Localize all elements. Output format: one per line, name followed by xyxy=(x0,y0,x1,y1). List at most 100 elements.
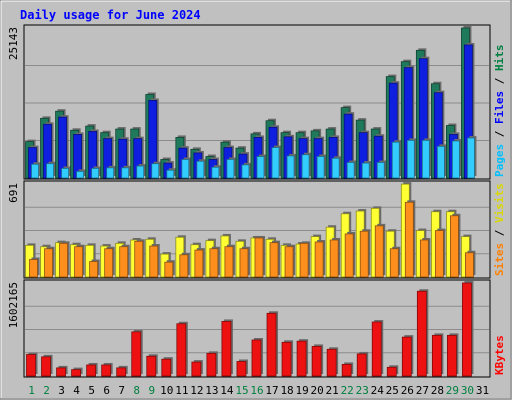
bar-sites-day-4 xyxy=(74,244,85,278)
day-label-18: 18 xyxy=(280,384,293,397)
bar-sites-day-23 xyxy=(359,229,371,278)
bar-pages-day-25 xyxy=(391,140,402,179)
day-label-21: 21 xyxy=(326,384,339,397)
bar-pages-day-24 xyxy=(376,160,387,179)
bar-sites-day-13 xyxy=(209,246,220,278)
bar-kbytes-day-20 xyxy=(311,344,324,377)
chart-title: Daily usage for June 2024 xyxy=(20,8,201,22)
bar-kbytes-day-1 xyxy=(26,352,38,377)
bar-pages-day-2 xyxy=(46,161,56,179)
day-labels: 1 2 3 4 5 6 7 8 9 10 11 12 13 14 15 16 17 18 19 20 21 22 23 24 2… xyxy=(28,384,489,397)
day-label-12: 12 xyxy=(190,384,203,397)
bar-kbytes-day-14 xyxy=(221,319,233,377)
bar-sites-day-16 xyxy=(254,235,265,278)
bar-pages-day-13 xyxy=(211,165,221,179)
bar-sites-day-18 xyxy=(284,244,296,278)
bar-sites-day-7 xyxy=(119,244,130,278)
bar-kbytes-day-4 xyxy=(71,367,83,377)
bar-pages-day-1 xyxy=(31,162,41,179)
day-label-28: 28 xyxy=(431,384,444,397)
day-label-31: 31 xyxy=(476,384,489,397)
bar-kbytes-day-22 xyxy=(341,362,354,377)
bar-sites-day-2 xyxy=(44,246,55,278)
bar-pages-day-3 xyxy=(61,166,71,179)
bar-kbytes-day-30 xyxy=(462,281,474,377)
chart-panels: 25143 Pages / Files / Hits 691 Sites / Visi… xyxy=(7,24,506,378)
legend-entry: / xyxy=(493,223,506,243)
bar-sites-day-26 xyxy=(404,200,416,278)
bar-kbytes-day-15 xyxy=(236,359,248,377)
day-label-19: 19 xyxy=(295,384,308,397)
legend-entry: Sites xyxy=(493,243,506,276)
bar-pages-day-7 xyxy=(121,165,131,179)
bar-kbytes-day-25 xyxy=(386,365,399,377)
day-label-7: 7 xyxy=(118,384,125,397)
bar-kbytes-day-3 xyxy=(56,365,68,377)
bar-pages-day-20 xyxy=(316,154,327,179)
bar-sites-day-3 xyxy=(59,241,70,278)
day-label-24: 24 xyxy=(371,384,385,397)
bar-sites-day-29 xyxy=(450,213,461,278)
bar-kbytes-day-27 xyxy=(416,289,429,377)
bar-kbytes-day-28 xyxy=(431,333,444,377)
day-label-26: 26 xyxy=(401,384,414,397)
bar-kbytes-day-26 xyxy=(401,335,414,377)
day-label-3: 3 xyxy=(58,384,65,397)
bar-sites-day-20 xyxy=(314,240,326,278)
bar-sites-day-6 xyxy=(104,246,115,278)
bar-pages-day-14 xyxy=(226,157,236,179)
bar-sites-day-14 xyxy=(224,244,235,278)
day-label-4: 4 xyxy=(73,384,80,397)
panel-kbytes: 1602165 KBytes xyxy=(7,279,506,378)
bar-sites-day-11 xyxy=(179,252,190,278)
bar-kbytes-day-17 xyxy=(266,311,279,377)
y-max-label: 1602165 xyxy=(7,282,20,328)
bar-kbytes-day-9 xyxy=(146,354,158,377)
bar-pages-day-16 xyxy=(256,154,266,179)
bar-kbytes-day-13 xyxy=(206,351,218,377)
day-label-11: 11 xyxy=(175,384,188,397)
bar-pages-day-18 xyxy=(286,153,297,179)
day-label-8: 8 xyxy=(133,384,140,397)
legend-visits-sites: Sites / Visits xyxy=(493,183,506,276)
legend-entry: Visits xyxy=(493,183,506,223)
bar-pages-day-12 xyxy=(196,159,206,179)
bar-kbytes-day-6 xyxy=(101,362,113,377)
day-label-23: 23 xyxy=(356,384,369,397)
bar-pages-day-27 xyxy=(421,138,432,179)
bar-sites-day-30 xyxy=(465,250,476,278)
day-label-14: 14 xyxy=(220,384,234,397)
bar-pages-day-26 xyxy=(406,138,417,179)
legend-entry: Files xyxy=(493,91,506,124)
day-label-20: 20 xyxy=(311,384,324,397)
bar-kbytes-day-5 xyxy=(86,362,98,377)
day-label-13: 13 xyxy=(205,384,218,397)
bar-pages-day-10 xyxy=(166,168,176,179)
day-label-27: 27 xyxy=(416,384,429,397)
bar-sites-day-27 xyxy=(419,237,431,278)
bar-kbytes-day-8 xyxy=(131,329,143,377)
bar-pages-day-5 xyxy=(91,166,101,179)
bar-sites-day-10 xyxy=(164,260,175,278)
bar-kbytes-day-10 xyxy=(161,357,173,377)
day-label-2: 2 xyxy=(43,384,50,397)
panel-visits-sites: 691 Sites / Visits xyxy=(7,180,506,279)
day-label-30: 30 xyxy=(461,384,474,397)
bar-pages-day-6 xyxy=(106,165,116,179)
day-label-17: 17 xyxy=(265,384,278,397)
bar-sites-day-22 xyxy=(344,231,356,278)
day-label-6: 6 xyxy=(103,384,110,397)
bar-sites-day-9 xyxy=(149,244,160,278)
bar-kbytes-day-7 xyxy=(116,365,128,377)
day-label-5: 5 xyxy=(88,384,95,397)
day-label-25: 25 xyxy=(386,384,399,397)
bar-pages-day-19 xyxy=(301,152,312,179)
bar-pages-day-21 xyxy=(331,156,342,179)
bar-kbytes-day-21 xyxy=(326,347,339,377)
bar-sites-day-24 xyxy=(374,223,386,278)
day-label-16: 16 xyxy=(250,384,263,397)
bar-pages-day-17 xyxy=(271,145,282,179)
legend-entry: / xyxy=(493,124,506,144)
day-label-15: 15 xyxy=(235,384,248,397)
